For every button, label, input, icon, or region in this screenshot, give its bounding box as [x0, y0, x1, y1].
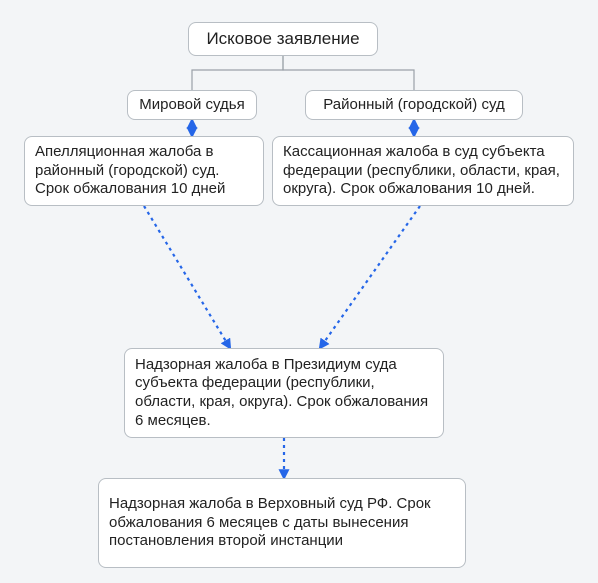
edge-appeal-to-supervisory1 — [144, 206, 230, 348]
node-supervisory2: Надзорная жалоба в Верховный суд РФ. Сро… — [98, 478, 466, 568]
node-judge-district: Районный (городской) суд — [305, 90, 523, 120]
edge-root-to-judge_district — [283, 56, 414, 90]
node-judge-world-label: Мировой судья — [139, 96, 244, 115]
node-root: Исковое заявление — [188, 22, 378, 56]
node-supervisory1: Надзорная жалоба в Президиум суда субъек… — [124, 348, 444, 438]
edge-root-to-judge_world — [192, 56, 283, 90]
node-root-label: Исковое заявление — [206, 28, 359, 49]
node-cassation-label: Кассационная жалоба в суд субъекта федер… — [283, 143, 563, 199]
node-appeal: Апелляционная жалоба в районный (городск… — [24, 136, 264, 206]
node-supervisory1-label: Надзорная жалоба в Президиум суда субъек… — [135, 356, 433, 431]
node-judge-world: Мировой судья — [127, 90, 257, 120]
node-judge-district-label: Районный (городской) суд — [323, 96, 504, 115]
edge-cassation-to-supervisory1 — [320, 206, 420, 348]
node-cassation: Кассационная жалоба в суд субъекта федер… — [272, 136, 574, 206]
node-supervisory2-label: Надзорная жалоба в Верховный суд РФ. Сро… — [109, 495, 455, 551]
node-appeal-label: Апелляционная жалоба в районный (городск… — [35, 143, 253, 199]
